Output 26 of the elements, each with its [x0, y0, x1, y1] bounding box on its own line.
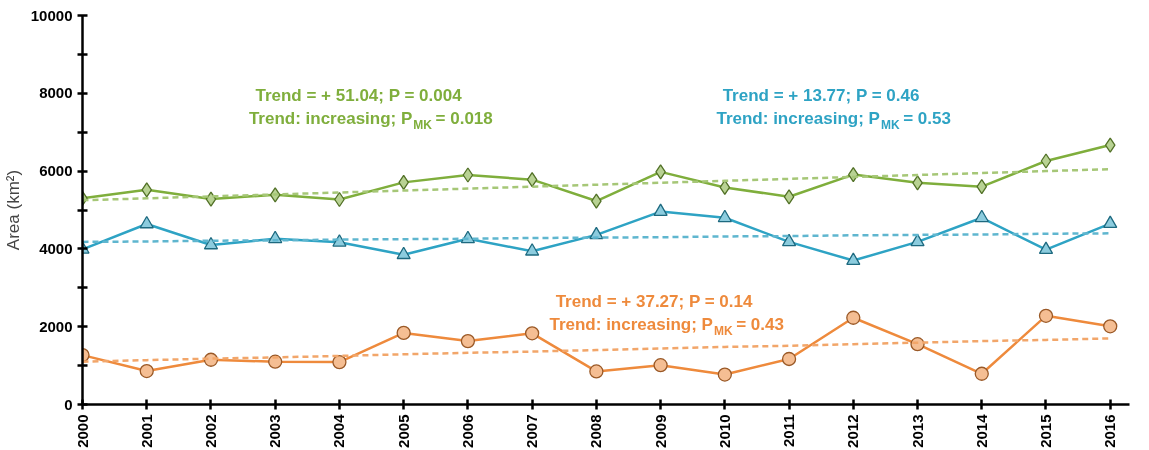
x-tick-label: 2015	[1037, 414, 1054, 448]
y-tick-label: 4000	[39, 239, 73, 257]
x-tick-label: 2003	[266, 414, 284, 448]
x-tick-label: 2008	[587, 414, 605, 448]
y-tick-label: 8000	[39, 84, 73, 102]
x-tick-label: 2009	[651, 414, 669, 448]
x-tick-label: 2005	[394, 414, 412, 448]
x-tick-label: 2011	[780, 414, 798, 448]
y-tick-label: 10000	[30, 6, 73, 24]
x-tick-label: 2013	[908, 414, 926, 448]
x-tick-label: 2007	[523, 414, 541, 448]
x-tick-label: 2012	[844, 414, 862, 448]
x-tick-label: 2010	[715, 414, 733, 448]
y-tick-label: 0	[64, 395, 73, 413]
y-tick-label: 6000	[39, 162, 73, 180]
x-tick-label: 2014	[972, 413, 990, 448]
x-tick-label: 2004	[330, 413, 348, 448]
y-tick-label: 2000	[39, 317, 73, 335]
y-axis-title: Area (km²)	[3, 169, 23, 251]
annotation: Trend = + 51.04; P = 0.004	[255, 85, 463, 105]
x-tick-label: 2006	[458, 414, 476, 448]
x-tick-label: 2002	[201, 414, 219, 448]
annotation: Trend = + 37.27; P = 0.14	[555, 291, 753, 311]
annotation: Trend = + 13.77; P = 0.46	[722, 85, 920, 105]
x-tick-label: 2016	[1101, 414, 1119, 448]
x-tick-label: 2001	[137, 414, 155, 448]
